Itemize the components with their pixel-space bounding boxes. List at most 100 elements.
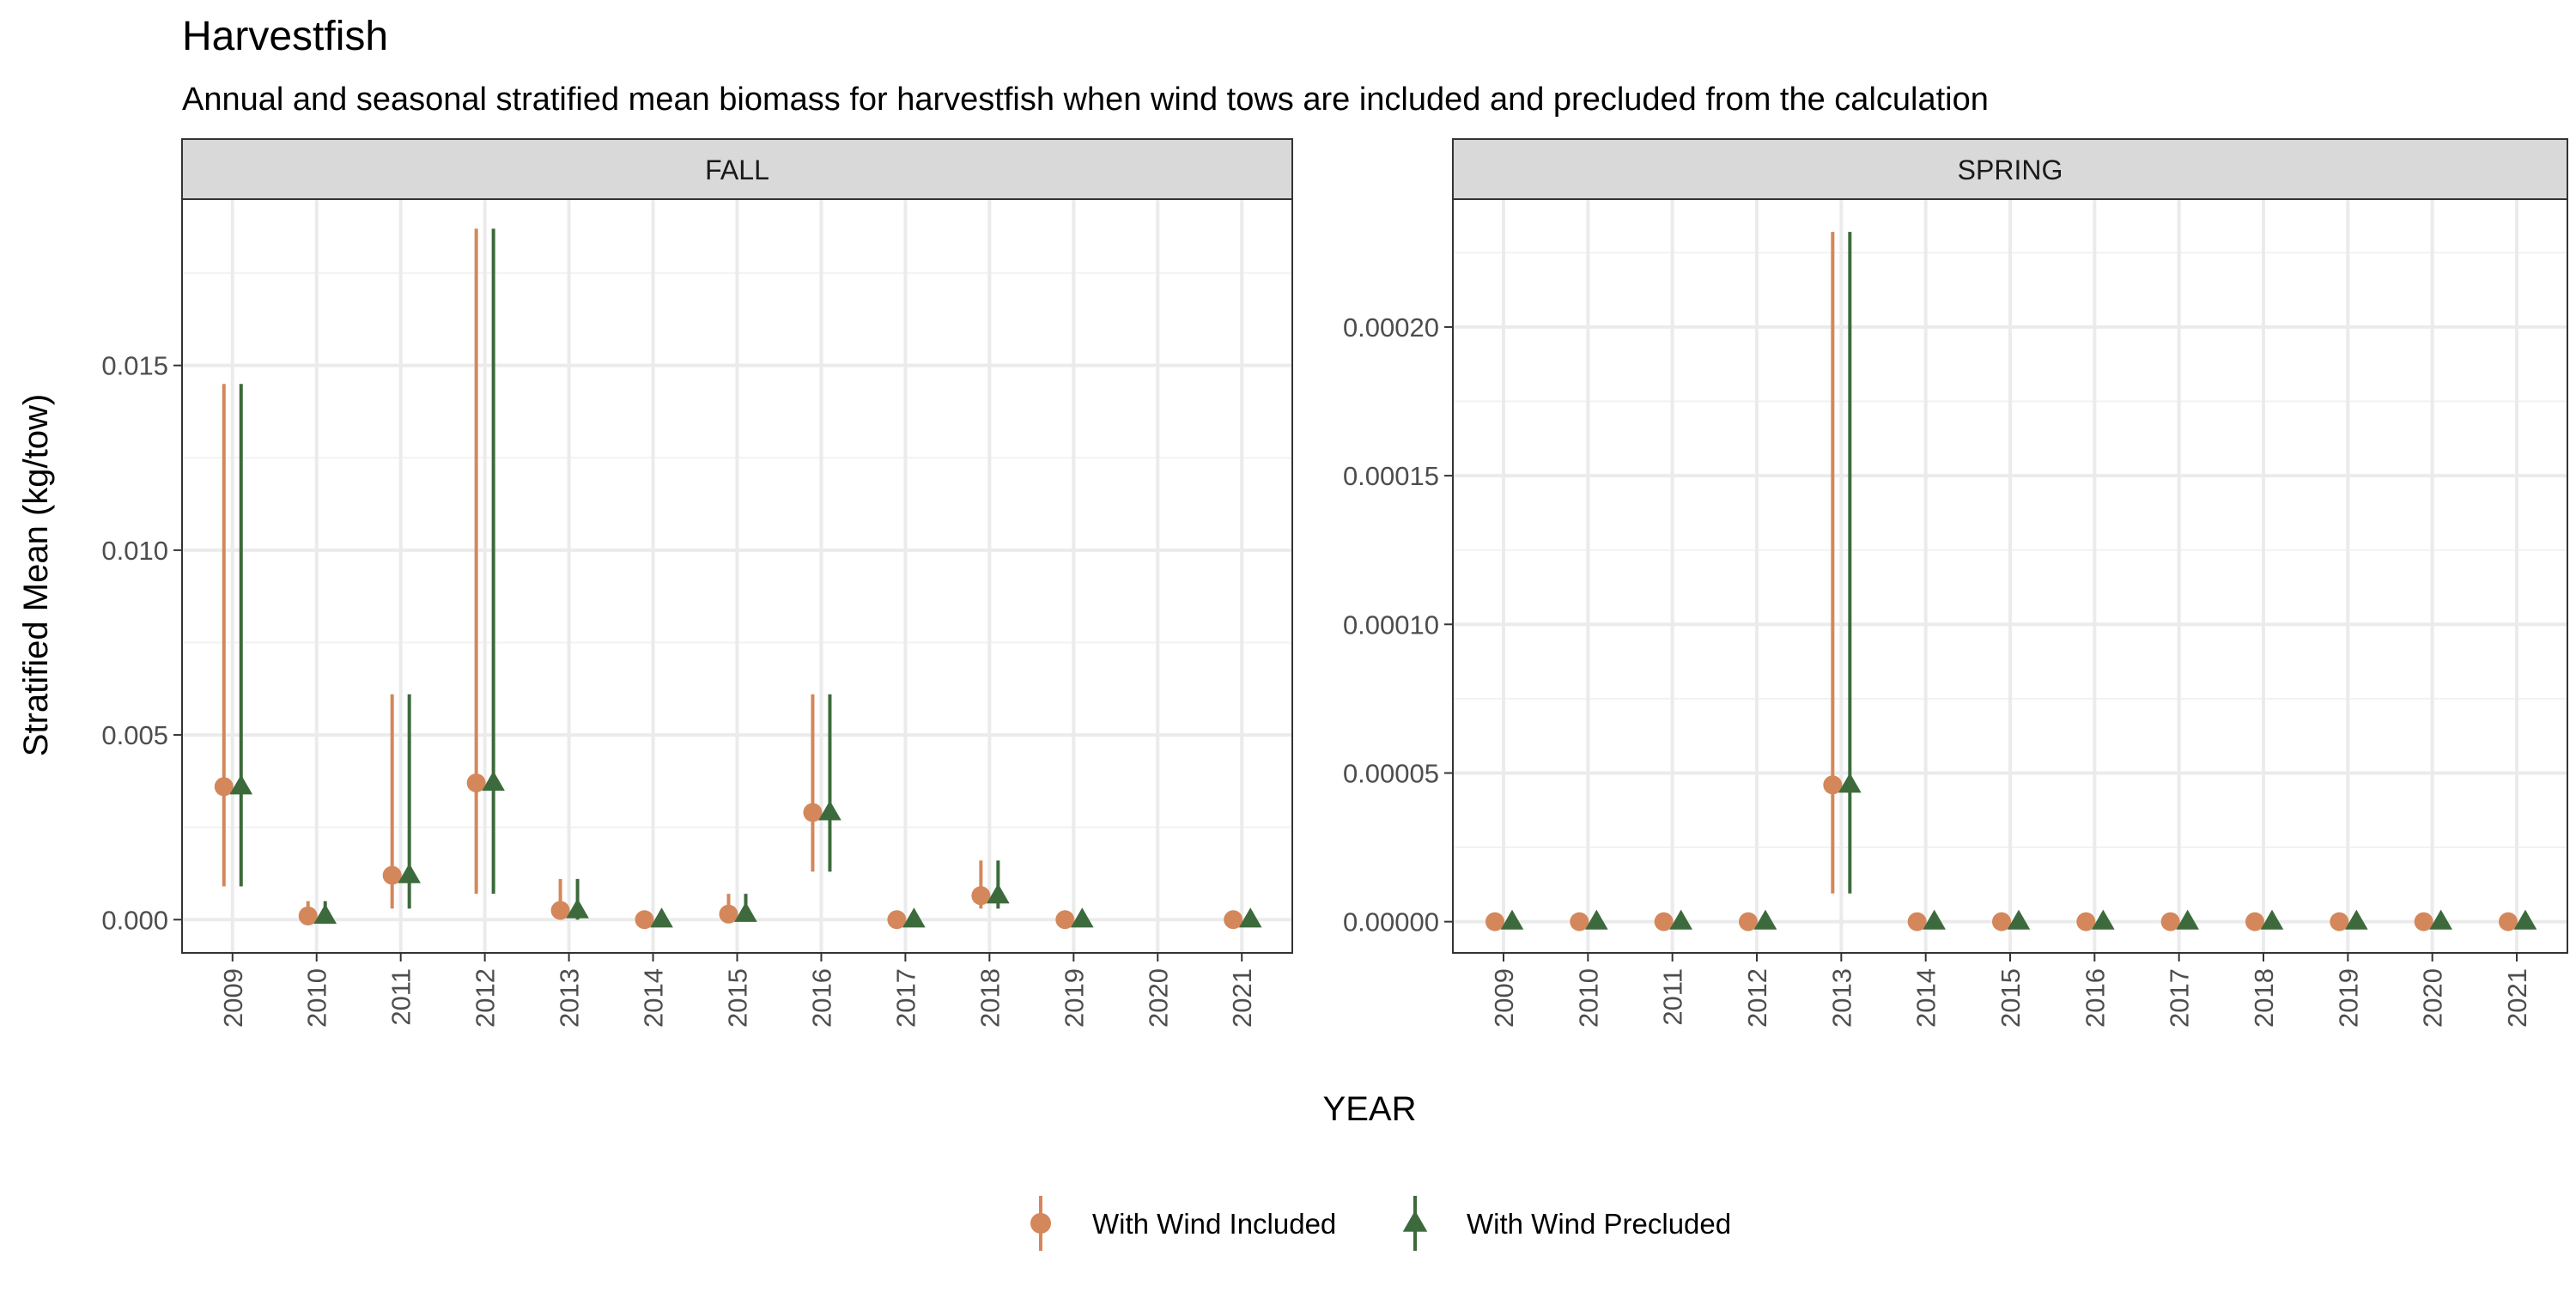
y-tick-label: 0.00010 xyxy=(1343,610,1439,640)
data-point xyxy=(902,907,926,928)
data-point xyxy=(298,906,318,925)
data-point xyxy=(1823,775,1843,795)
x-tick-label: 2020 xyxy=(2418,968,2448,1028)
y-tick-label: 0.000 xyxy=(101,905,168,935)
x-tick-label: 2013 xyxy=(1826,968,1856,1028)
series-included xyxy=(1485,232,2518,931)
data-point xyxy=(1923,909,1946,930)
data-point xyxy=(2330,912,2349,931)
data-point xyxy=(1585,909,1608,930)
x-tick-label: 2016 xyxy=(806,968,836,1028)
data-point xyxy=(1669,909,1692,930)
facet-strip-label: SPRING xyxy=(1958,155,2063,185)
data-point xyxy=(818,800,841,821)
data-point xyxy=(1238,907,1262,928)
x-tick-label: 2018 xyxy=(2249,968,2279,1028)
data-point xyxy=(1739,912,1758,931)
panel-fall: FALL 0.000 0.005 0.010 0.015 2009 2010 2011 2012… xyxy=(101,138,1293,1028)
x-tick-label: 2017 xyxy=(890,968,920,1028)
data-point xyxy=(2414,912,2433,931)
data-point xyxy=(482,771,505,792)
y-tick-label: 0.005 xyxy=(101,720,168,750)
x-tick-label: 2011 xyxy=(1658,968,1688,1026)
data-point xyxy=(313,903,337,925)
y-tick-label: 0.015 xyxy=(101,351,168,381)
data-point xyxy=(214,777,234,797)
data-point xyxy=(1500,909,1524,930)
y-tick-label: 0.00005 xyxy=(1343,758,1439,788)
x-tick-label: 2019 xyxy=(1059,968,1089,1028)
data-point xyxy=(2092,909,2115,930)
chart-subtitle: Annual and seasonal stratified mean biom… xyxy=(182,82,1989,118)
x-tick-label: 2018 xyxy=(975,968,1005,1028)
x-tick-label: 2017 xyxy=(2165,968,2195,1028)
x-tick-label: 2012 xyxy=(471,968,501,1028)
facet-strip-label: FALL xyxy=(705,155,769,185)
data-point xyxy=(1485,912,1504,931)
y-tick-label: 0.00015 xyxy=(1343,461,1439,491)
data-point xyxy=(1992,912,2011,931)
y-tick-label: 0.00020 xyxy=(1343,312,1439,343)
data-point xyxy=(398,863,421,883)
x-tick-label: 2015 xyxy=(1996,968,2026,1028)
x-axis-title: YEAR xyxy=(1323,1090,1417,1128)
x-tick-label: 2021 xyxy=(2502,968,2532,1028)
data-point xyxy=(1071,907,1094,928)
data-point xyxy=(719,904,738,924)
data-point xyxy=(1838,773,1862,793)
x-tick-label: 2012 xyxy=(1742,968,1772,1028)
data-point xyxy=(734,901,757,922)
data-point xyxy=(229,774,253,795)
data-point xyxy=(2160,912,2180,931)
x-tick-label: 2016 xyxy=(2080,968,2110,1028)
data-point xyxy=(566,898,589,919)
panel-spring: SPRING 0.00000 0.00005 0.00010 0.00015 0.0002… xyxy=(1343,138,2568,1028)
legend-item-included: With Wind Included xyxy=(1030,1196,1336,1251)
x-tick-label: 2010 xyxy=(302,968,332,1028)
x-tick-label: 2010 xyxy=(1573,968,1603,1028)
data-point xyxy=(2513,909,2537,930)
data-point xyxy=(2345,909,2368,930)
chart-title: Harvestfish xyxy=(182,14,388,59)
data-point xyxy=(1907,912,1927,931)
data-point xyxy=(987,883,1010,904)
x-tick-label: 2009 xyxy=(218,968,248,1028)
data-point xyxy=(803,803,823,822)
series-included xyxy=(214,228,1243,930)
x-tick-label: 2021 xyxy=(1227,968,1257,1028)
legend-key-triangle xyxy=(1402,1210,1428,1232)
legend-item-precluded: With Wind Precluded xyxy=(1402,1196,1731,1251)
x-tick-label: 2019 xyxy=(2333,968,2363,1028)
data-point xyxy=(887,910,907,930)
data-point xyxy=(2245,912,2264,931)
y-tick-label: 0.00000 xyxy=(1343,907,1439,937)
x-tick-label: 2020 xyxy=(1143,968,1173,1028)
data-point xyxy=(635,910,654,930)
data-point xyxy=(2076,912,2096,931)
data-point xyxy=(2499,912,2518,931)
x-tick-label: 2011 xyxy=(386,968,416,1026)
y-axis-title: Stratified Mean (kg/tow) xyxy=(17,394,55,756)
facet-strip xyxy=(181,138,1293,200)
data-point xyxy=(2260,909,2284,930)
series-precluded xyxy=(229,228,1262,928)
data-point xyxy=(1654,912,1674,931)
data-point xyxy=(2429,909,2452,930)
data-point xyxy=(971,886,991,906)
data-point xyxy=(1055,910,1075,930)
legend-label: With Wind Precluded xyxy=(1467,1208,1731,1240)
data-point xyxy=(2007,909,2031,930)
data-point xyxy=(550,901,570,920)
legend-label: With Wind Included xyxy=(1092,1208,1336,1240)
x-tick-label: 2014 xyxy=(1911,968,1941,1028)
data-point xyxy=(1570,912,1589,931)
x-tick-label: 2009 xyxy=(1489,968,1519,1028)
x-tick-label: 2015 xyxy=(723,968,753,1028)
data-point xyxy=(2176,909,2199,930)
y-tick-label: 0.010 xyxy=(101,536,168,566)
x-tick-label: 2014 xyxy=(639,968,669,1028)
data-point xyxy=(466,773,486,793)
facet-strip xyxy=(1452,138,2568,200)
data-point xyxy=(382,865,402,885)
